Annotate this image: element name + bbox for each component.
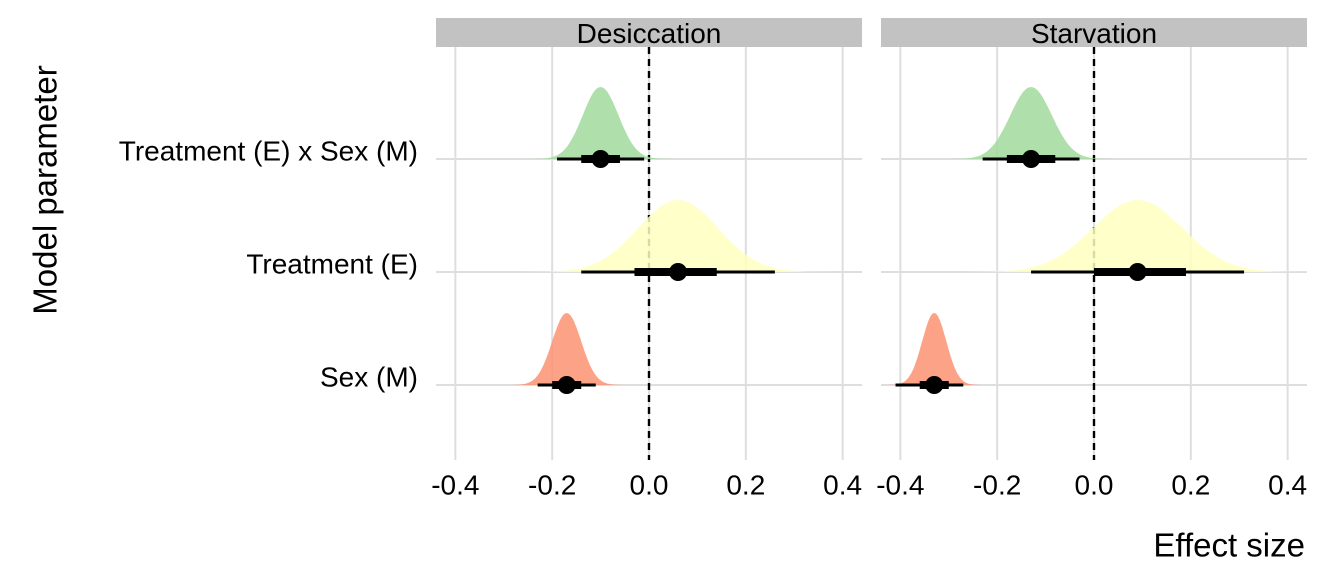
- posterior-density: [517, 200, 839, 272]
- x-tick-label: 0.2: [726, 470, 765, 501]
- x-tick-labels: -0.4 -0.2 0.0 0.2 0.4 -0.4 -0.2 0.0 0.2 0.4: [431, 470, 1307, 501]
- panel-title-starvation: Starvation: [1031, 18, 1157, 49]
- posterior-density: [885, 313, 983, 385]
- posterior-density: [957, 200, 1307, 272]
- x-tick-label: 0.2: [1171, 470, 1210, 501]
- posterior-density: [508, 313, 625, 385]
- x-tick-label: -0.2: [973, 470, 1021, 501]
- panel-strip-desiccation: [436, 18, 862, 47]
- median-point: [1022, 150, 1041, 168]
- posterior-density: [947, 87, 1115, 159]
- x-tick-label: 0.4: [1268, 470, 1307, 501]
- x-tick-label: -0.4: [431, 470, 479, 501]
- x-tick-label: 0.4: [823, 470, 862, 501]
- panel-strip-starvation: [881, 18, 1307, 47]
- median-point: [925, 376, 944, 394]
- x-tick-label: 0.0: [630, 470, 669, 501]
- y-tick-label: Treatment (E) x Sex (M): [119, 136, 418, 167]
- y-tick-label: Sex (M): [320, 362, 418, 393]
- panel-title-desiccation: Desiccation: [577, 18, 722, 49]
- y-tick-labels: Treatment (E) x Sex (M) Treatment (E) Sex …: [119, 136, 418, 393]
- posterior-density: [528, 87, 673, 159]
- x-axis-title: Effect size: [1153, 527, 1305, 564]
- x-tick-label: 0.0: [1075, 470, 1114, 501]
- median-point: [557, 376, 576, 394]
- median-point: [669, 263, 688, 281]
- x-tick-label: -0.4: [876, 470, 924, 501]
- median-point: [591, 150, 610, 168]
- x-tick-label: -0.2: [528, 470, 576, 501]
- median-point: [1128, 263, 1147, 281]
- y-tick-label: Treatment (E): [246, 249, 418, 280]
- posterior-marks: [508, 87, 1307, 394]
- y-axis-title: Model parameter: [27, 65, 64, 314]
